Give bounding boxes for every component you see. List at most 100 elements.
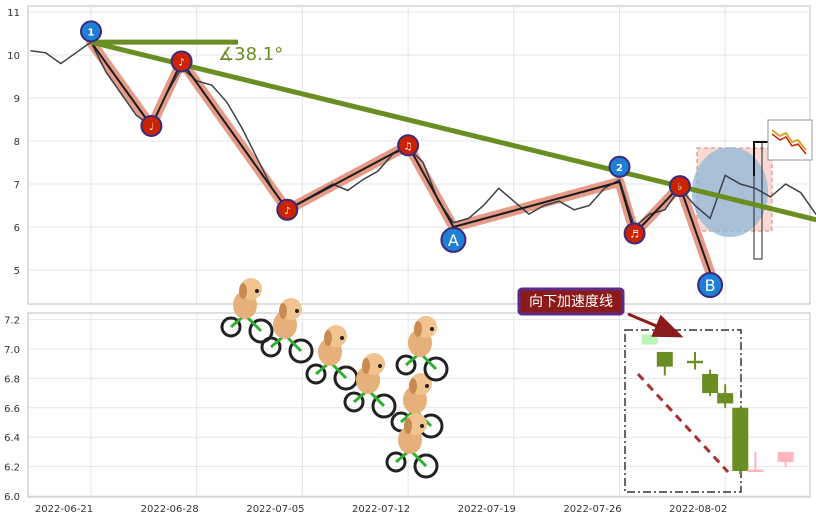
x-tick: 2022-06-28 bbox=[141, 504, 199, 515]
cycling-dog bbox=[260, 298, 314, 364]
marker-label: ♬ bbox=[630, 229, 639, 240]
marker: ♪ bbox=[170, 50, 193, 73]
bike-wheel-rear bbox=[395, 354, 417, 376]
candle-body bbox=[702, 373, 719, 394]
y-tick-lower: 6.6 bbox=[4, 404, 20, 415]
dog-ear bbox=[409, 378, 417, 394]
bike-wheel-front bbox=[423, 356, 449, 382]
x-tick: 2022-07-19 bbox=[458, 504, 516, 515]
cycling-dog bbox=[343, 353, 397, 419]
trendline bbox=[90, 39, 816, 223]
marker-label: ♫ bbox=[404, 141, 413, 152]
marker-circle bbox=[668, 175, 691, 198]
candle-body bbox=[717, 393, 734, 404]
y-tick-upper: 5 bbox=[14, 266, 20, 277]
y-tick-lower: 6.0 bbox=[4, 492, 20, 503]
markers-layer: 1 ♩ ♪ ♪ ♫ A 2 ♬ ♭ B bbox=[80, 20, 724, 299]
x-tick: 2022-07-12 bbox=[352, 504, 410, 515]
marker-label: A bbox=[448, 231, 459, 250]
candle bbox=[656, 351, 673, 376]
marker-circle bbox=[397, 134, 420, 157]
marker: ♭ bbox=[668, 175, 691, 198]
y-tick-lower: 7.2 bbox=[4, 316, 20, 327]
candle bbox=[687, 351, 703, 370]
marker: 1 bbox=[80, 20, 102, 43]
marker-circle bbox=[623, 222, 646, 245]
dog-ear bbox=[279, 303, 287, 319]
y-tick-upper: 10 bbox=[7, 51, 20, 62]
y-tick-upper: 8 bbox=[14, 137, 20, 148]
candle bbox=[702, 369, 719, 397]
marker-label: ♭ bbox=[678, 182, 683, 193]
wave-line bbox=[90, 41, 712, 273]
annotation-text: 向下加速度线 bbox=[529, 294, 613, 310]
bike-wheel-front bbox=[288, 338, 314, 364]
y-tick-lower: 6.4 bbox=[4, 433, 20, 444]
marker: ♪ bbox=[276, 198, 299, 221]
marker: 2 bbox=[608, 155, 631, 178]
candle-body bbox=[687, 360, 703, 364]
dog-nose bbox=[378, 364, 382, 368]
cycling-dog bbox=[220, 278, 274, 344]
marker-circle bbox=[80, 20, 102, 43]
marker-circle bbox=[697, 272, 724, 299]
marker-label: ♪ bbox=[284, 206, 290, 217]
marker: A bbox=[440, 226, 467, 253]
dog-ear bbox=[404, 418, 412, 434]
y-tick-lower: 6.2 bbox=[4, 463, 20, 474]
x-tick: 2022-06-21 bbox=[35, 504, 93, 515]
cycling-dog-illustrations bbox=[220, 278, 449, 479]
y-tick-upper: 6 bbox=[14, 223, 20, 234]
dog-ear bbox=[414, 321, 422, 337]
marker-label: ♩ bbox=[149, 122, 154, 133]
candle-body bbox=[747, 469, 764, 473]
marker: ♩ bbox=[140, 114, 163, 137]
dog-nose bbox=[430, 327, 434, 331]
upper-grid bbox=[29, 7, 809, 303]
marker-circle bbox=[140, 114, 163, 137]
marker: ♬ bbox=[623, 222, 646, 245]
dog-ear bbox=[324, 330, 332, 346]
dog-nose bbox=[255, 289, 259, 293]
marker-circle bbox=[170, 50, 193, 73]
y-tick-lower: 7.0 bbox=[4, 345, 20, 356]
marker-label: ♪ bbox=[178, 57, 184, 68]
dog-ear bbox=[239, 283, 247, 299]
marker-circle bbox=[608, 155, 631, 178]
bike-wheel-rear bbox=[343, 391, 365, 413]
dog-nose bbox=[295, 309, 299, 313]
x-tick: 2022-08-02 bbox=[669, 504, 727, 515]
x-tick: 2022-07-26 bbox=[563, 504, 621, 515]
x-axis: 2022-06-21 2022-06-28 2022-07-05 2022-07-12… bbox=[35, 504, 727, 515]
y-tick-lower: 6.8 bbox=[4, 374, 20, 385]
marker: ♫ bbox=[397, 134, 420, 157]
candle bbox=[717, 384, 734, 408]
angle-label: ∡38.1° bbox=[218, 44, 283, 65]
dog-nose bbox=[425, 384, 429, 388]
x-tick: 2022-07-05 bbox=[246, 504, 304, 515]
bike-wheel-front bbox=[371, 393, 397, 419]
upper-y-axis: 5 6 7 8 9 10 11 bbox=[7, 8, 20, 277]
cycling-dog bbox=[395, 316, 449, 382]
candle-body bbox=[656, 351, 673, 367]
candle bbox=[641, 334, 658, 345]
bike-wheel-rear bbox=[260, 336, 282, 358]
bike-wheel-front bbox=[413, 453, 439, 479]
bracket-arrow bbox=[753, 141, 768, 176]
marker-label: B bbox=[705, 276, 716, 295]
candle bbox=[777, 451, 794, 467]
bike-wheel-rear bbox=[220, 316, 242, 338]
bike-wheel-front bbox=[248, 318, 274, 344]
candle-body bbox=[777, 451, 794, 463]
mini-thumbnail-line-2 bbox=[771, 133, 807, 155]
lower-y-axis: 6.0 6.2 6.4 6.6 6.8 7.0 7.2 bbox=[4, 316, 20, 503]
marker: B bbox=[697, 272, 724, 299]
y-tick-upper: 11 bbox=[7, 8, 20, 19]
marker-label: 2 bbox=[616, 163, 623, 174]
candles-layer bbox=[641, 334, 794, 474]
bike-wheel-rear bbox=[305, 363, 327, 385]
mini-thumbnail-line bbox=[771, 129, 807, 151]
dog-ear bbox=[362, 358, 370, 374]
cycling-dog bbox=[305, 325, 359, 391]
